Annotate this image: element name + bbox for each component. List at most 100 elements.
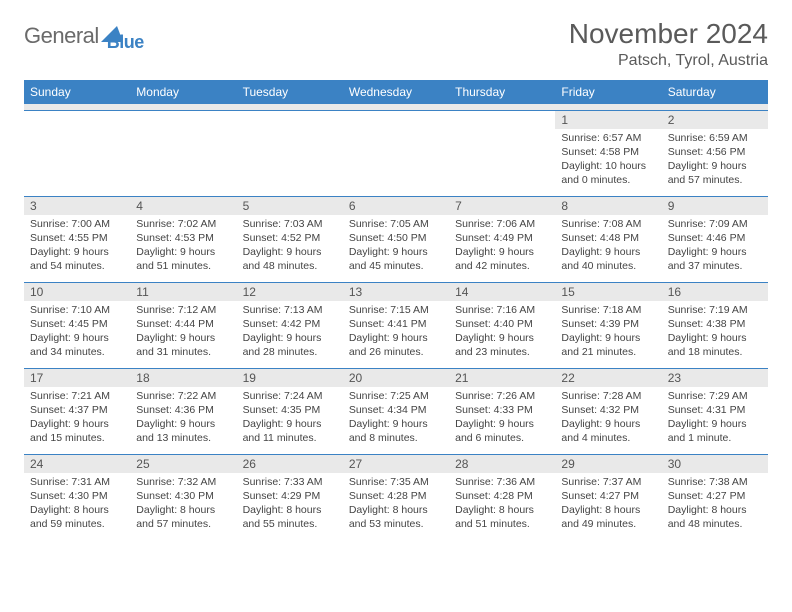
sunset: Sunset: 4:27 PM [561, 489, 655, 503]
calendar-day: 9Sunrise: 7:09 AMSunset: 4:46 PMDaylight… [662, 196, 768, 282]
day-number: 21 [449, 369, 555, 387]
day-data: Sunrise: 7:03 AMSunset: 4:52 PMDaylight:… [237, 215, 343, 278]
day-number: 15 [555, 283, 661, 301]
sunrise: Sunrise: 7:10 AM [30, 303, 124, 317]
sunset: Sunset: 4:32 PM [561, 403, 655, 417]
calendar-day: 18Sunrise: 7:22 AMSunset: 4:36 PMDayligh… [130, 368, 236, 454]
daylight: Daylight: 9 hours and 51 minutes. [136, 245, 230, 273]
calendar-day: 21 Sunrise: 7:26 AMSunset: 4:33 PMDayligh… [449, 368, 555, 454]
location: Patsch, Tyrol, Austria [569, 52, 768, 70]
sunrise: Sunrise: 7:08 AM [561, 217, 655, 231]
header: General Blue November 2024 Patsch, Tyrol… [24, 18, 768, 70]
day-number: 12 [237, 283, 343, 301]
daylight: Daylight: 9 hours and 8 minutes. [349, 417, 443, 445]
sunrise: Sunrise: 7:19 AM [668, 303, 762, 317]
day-number: 29 [555, 455, 661, 473]
sunrise: Sunrise: 7:03 AM [243, 217, 337, 231]
daylight: Daylight: 8 hours and 57 minutes. [136, 503, 230, 531]
day-number: 13 [343, 283, 449, 301]
weekday-header: Tuesday [237, 80, 343, 104]
sunset: Sunset: 4:49 PM [455, 231, 549, 245]
sunset: Sunset: 4:55 PM [30, 231, 124, 245]
title-block: November 2024 Patsch, Tyrol, Austria [569, 18, 768, 70]
calendar-day: 23Sunrise: 7:29 AMSunset: 4:31 PMDayligh… [662, 368, 768, 454]
daylight: Daylight: 9 hours and 54 minutes. [30, 245, 124, 273]
day-data: Sunrise: 7:05 AMSunset: 4:50 PMDaylight:… [343, 215, 449, 278]
sunset: Sunset: 4:52 PM [243, 231, 337, 245]
calendar-week: 17Sunrise: 7:21 AMSunset: 4:37 PMDayligh… [24, 368, 768, 454]
sunrise: Sunrise: 7:31 AM [30, 475, 124, 489]
sunset: Sunset: 4:28 PM [349, 489, 443, 503]
sunrise: Sunrise: 7:15 AM [349, 303, 443, 317]
daylight: Daylight: 9 hours and 45 minutes. [349, 245, 443, 273]
calendar-day: .. [343, 110, 449, 196]
daylight: Daylight: 9 hours and 28 minutes. [243, 331, 337, 359]
day-number: 10 [24, 283, 130, 301]
day-number: 17 [24, 369, 130, 387]
weekday-header: Thursday [449, 80, 555, 104]
day-number: 24 [24, 455, 130, 473]
day-data: Sunrise: 7:24 AMSunset: 4:35 PMDaylight:… [237, 387, 343, 450]
sunset: Sunset: 4:48 PM [561, 231, 655, 245]
sunrise: Sunrise: 7:18 AM [561, 303, 655, 317]
calendar-day: 30Sunrise: 7:38 AMSunset: 4:27 PMDayligh… [662, 454, 768, 540]
weekday-header: Saturday [662, 80, 768, 104]
calendar-week: 10Sunrise: 7:10 AMSunset: 4:45 PMDayligh… [24, 282, 768, 368]
day-data: Sunrise: 7:13 AMSunset: 4:42 PMDaylight:… [237, 301, 343, 364]
day-number: 20 [343, 369, 449, 387]
day-data: Sunrise: 7:21 AMSunset: 4:37 PMDaylight:… [24, 387, 130, 450]
day-data: Sunrise: 7:29 AMSunset: 4:31 PMDaylight:… [662, 387, 768, 450]
sunrise: Sunrise: 7:24 AM [243, 389, 337, 403]
day-data: Sunrise: 7:00 AMSunset: 4:55 PMDaylight:… [24, 215, 130, 278]
daylight: Daylight: 8 hours and 53 minutes. [349, 503, 443, 531]
calendar-day: 8Sunrise: 7:08 AMSunset: 4:48 PMDaylight… [555, 196, 661, 282]
day-number: 7 [449, 197, 555, 215]
daylight: Daylight: 9 hours and 4 minutes. [561, 417, 655, 445]
calendar-day: 13Sunrise: 7:15 AMSunset: 4:41 PMDayligh… [343, 282, 449, 368]
day-number: 19 [237, 369, 343, 387]
sunset: Sunset: 4:58 PM [561, 145, 655, 159]
day-data: Sunrise: 7:25 AMSunset: 4:34 PMDaylight:… [343, 387, 449, 450]
sunset: Sunset: 4:28 PM [455, 489, 549, 503]
sunset: Sunset: 4:33 PM [455, 403, 549, 417]
daylight: Daylight: 9 hours and 18 minutes. [668, 331, 762, 359]
sunrise: Sunrise: 7:13 AM [243, 303, 337, 317]
calendar-day: .. [449, 110, 555, 196]
calendar-day: 6Sunrise: 7:05 AMSunset: 4:50 PMDaylight… [343, 196, 449, 282]
daylight: Daylight: 9 hours and 34 minutes. [30, 331, 124, 359]
logo: General Blue [24, 18, 144, 53]
day-data: Sunrise: 7:28 AMSunset: 4:32 PMDaylight:… [555, 387, 661, 450]
daylight: Daylight: 10 hours and 0 minutes. [561, 159, 655, 187]
calendar-day: .. [130, 110, 236, 196]
day-number: 6 [343, 197, 449, 215]
day-data: Sunrise: 7:18 AMSunset: 4:39 PMDaylight:… [555, 301, 661, 364]
daylight: Daylight: 9 hours and 15 minutes. [30, 417, 124, 445]
sunset: Sunset: 4:37 PM [30, 403, 124, 417]
sunset: Sunset: 4:36 PM [136, 403, 230, 417]
day-data: Sunrise: 6:59 AMSunset: 4:56 PMDaylight:… [662, 129, 768, 192]
daylight: Daylight: 8 hours and 51 minutes. [455, 503, 549, 531]
calendar-day: .. [24, 110, 130, 196]
day-number: 18 [130, 369, 236, 387]
weekday-header: Sunday [24, 80, 130, 104]
sunset: Sunset: 4:46 PM [668, 231, 762, 245]
daylight: Daylight: 9 hours and 42 minutes. [455, 245, 549, 273]
sunrise: Sunrise: 7:00 AM [30, 217, 124, 231]
sunset: Sunset: 4:44 PM [136, 317, 230, 331]
sunrise: Sunrise: 7:26 AM [455, 389, 549, 403]
sunrise: Sunrise: 7:21 AM [30, 389, 124, 403]
daylight: Daylight: 9 hours and 6 minutes. [455, 417, 549, 445]
sunrise: Sunrise: 7:16 AM [455, 303, 549, 317]
sunset: Sunset: 4:35 PM [243, 403, 337, 417]
day-data: Sunrise: 7:10 AMSunset: 4:45 PMDaylight:… [24, 301, 130, 364]
day-number: 1 [555, 111, 661, 129]
sunset: Sunset: 4:30 PM [30, 489, 124, 503]
day-number: 8 [555, 197, 661, 215]
sunrise: Sunrise: 7:06 AM [455, 217, 549, 231]
day-data: Sunrise: 7:38 AMSunset: 4:27 PMDaylight:… [662, 473, 768, 536]
daylight: Daylight: 9 hours and 23 minutes. [455, 331, 549, 359]
calendar-day: 12Sunrise: 7:13 AMSunset: 4:42 PMDayligh… [237, 282, 343, 368]
sunrise: Sunrise: 7:05 AM [349, 217, 443, 231]
sunrise: Sunrise: 7:09 AM [668, 217, 762, 231]
day-number: 30 [662, 455, 768, 473]
